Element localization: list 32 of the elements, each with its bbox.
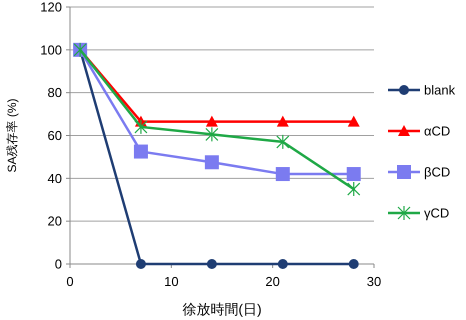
point — [346, 167, 361, 182]
x-tick-label: 10 — [164, 274, 179, 289]
point — [347, 181, 360, 197]
point — [206, 259, 217, 269]
point — [348, 116, 360, 127]
legend-label: βCD — [424, 164, 450, 180]
y-tick-label: 100 — [40, 42, 62, 58]
x-tick-label: 30 — [366, 274, 382, 289]
x-tick-label: 0 — [66, 274, 74, 289]
point — [136, 259, 146, 269]
y-tick-label: 80 — [48, 85, 62, 100]
y-tick-label: 40 — [48, 170, 62, 186]
point — [206, 116, 218, 127]
point — [348, 259, 359, 269]
x-axis-title: 徐放時間(日) — [182, 301, 262, 317]
point — [278, 259, 288, 269]
legend-label: γCD — [424, 206, 450, 221]
point — [204, 155, 219, 170]
point — [276, 167, 290, 182]
point — [276, 134, 290, 150]
point — [134, 144, 148, 159]
point — [134, 119, 148, 135]
y-tick-label: 0 — [54, 256, 62, 272]
y-axis-title: SA残存率 (%) — [5, 98, 19, 173]
y-tick-label: 20 — [48, 214, 62, 229]
y-tick-label: 60 — [48, 128, 62, 144]
y-tick-label: 120 — [40, 0, 62, 15]
point — [205, 126, 218, 142]
x-tick-label: 20 — [265, 274, 280, 289]
point — [276, 116, 289, 127]
legend-label: blank — [424, 82, 456, 98]
legend-label: αCD — [424, 124, 450, 139]
